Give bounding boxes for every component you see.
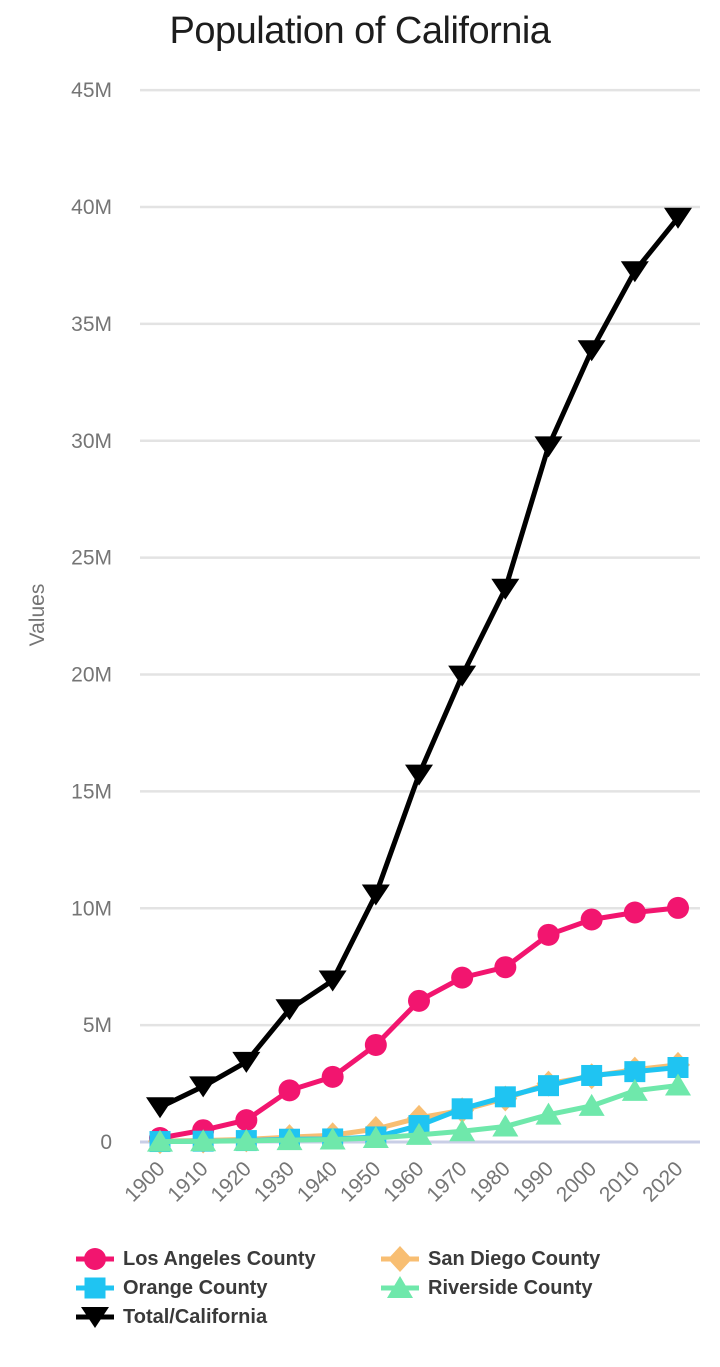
triangle-up-marker [387,1276,413,1298]
legend-label: San Diego County [428,1247,601,1270]
x-tick-label: 1960 [379,1157,428,1206]
y-tick-label: 45M [71,79,112,102]
square-marker [494,1086,516,1108]
triangle-down-marker [275,999,304,1021]
triangle-up-marker [665,1073,691,1096]
triangle-up-marker [190,1129,217,1152]
legend-column-1: Los Angeles County Orange County Total/Cal… [76,1246,316,1333]
triangle-up-marker [319,1127,346,1150]
triangle-down-marker [232,1051,261,1073]
gridlines [140,88,700,1144]
triangle-up-marker [406,1122,432,1145]
triangle-up-marker [535,1102,562,1125]
triangle-down-marker [405,764,433,786]
x-tick-label: 1980 [466,1157,515,1206]
triangle-up-marker [233,1128,260,1151]
x-tick-label: 1920 [207,1157,256,1206]
x-tick-label: 1900 [120,1157,169,1206]
diamond-legend-icon [381,1246,419,1272]
y-tick-label: 35M [71,313,112,336]
y-tick-label: 30M [71,430,112,453]
circle-marker [537,923,560,946]
legend-label: Riverside County [428,1276,593,1299]
triangle-down-legend-icon [76,1307,114,1328]
legend-item-los-angeles-county[interactable]: Los Angeles County [76,1246,316,1272]
legend-item-riverside-county[interactable]: Riverside County [381,1275,600,1301]
square-marker [538,1075,559,1097]
legend-label: Total/California [123,1305,268,1328]
y-tick-label: 5M [83,1014,112,1037]
triangle-down-marker [577,340,606,362]
legend-item-total-california[interactable]: Total/California [76,1304,316,1330]
circle-marker [623,901,646,924]
triangle-down-marker [146,1097,174,1119]
square-marker [581,1064,603,1086]
chart-legend: Los Angeles County Orange County Total/Cal… [0,1246,720,1356]
series-total-california [146,207,692,1119]
triangle-down-marker [491,578,520,600]
triangle-down-marker [448,665,477,687]
population-line-chart: 05M10M15M20M25M30M35M40M45M1900191019201… [26,79,700,1207]
circle-marker [580,908,603,931]
legend-label: Los Angeles County [123,1247,316,1270]
triangle-up-marker [147,1129,173,1152]
x-tick-label: 1940 [293,1157,342,1206]
triangle-down-marker [189,1076,218,1098]
y-tick-label: 15M [71,780,112,803]
triangle-down-marker [664,207,692,229]
circle-marker [235,1109,258,1132]
circle-marker [494,956,517,979]
series-line-total-california [157,215,681,1110]
circle-legend-icon [76,1248,114,1270]
triangle-down-marker [318,970,347,992]
triangle-down-marker [534,436,563,458]
square-marker [84,1277,106,1299]
y-tick-label: 40M [71,196,112,219]
triangle-down-marker [620,261,649,283]
triangle-up-marker [578,1093,605,1116]
diamond-marker [388,1246,412,1272]
y-axis-title: Values [26,584,49,647]
x-tick-label: 2010 [595,1157,644,1206]
triangle-down-marker [81,1307,109,1328]
triangle-up-marker [449,1119,476,1142]
y-axis-labels: 0 5M 10M 15M 20M 25M 30M 35M 40M 45M [71,79,112,1154]
y-tick-label: 20M [71,664,112,687]
x-axis-labels: 1900191019201930194019501960197019801990… [120,1157,687,1206]
triangle-down-marker [361,884,390,906]
y-tick-label: 25M [71,547,112,570]
triangle-up-marker [621,1078,648,1101]
square-marker [667,1057,689,1079]
legend-item-san-diego-county[interactable]: San Diego County [381,1246,600,1272]
x-tick-label: 1990 [509,1157,558,1206]
circle-marker [667,896,689,919]
circle-marker [84,1248,106,1270]
triangle-up-marker [492,1114,519,1137]
x-tick-label: 1950 [336,1157,385,1206]
circle-marker [321,1065,344,1088]
square-marker [624,1061,646,1083]
legend-label: Orange County [123,1276,268,1299]
triangle-up-marker [362,1126,389,1149]
legend-item-orange-county[interactable]: Orange County [76,1275,316,1301]
legend-column-2: San Diego County Riverside County [381,1246,600,1304]
circle-marker [408,989,430,1012]
x-tick-label: 1970 [422,1157,471,1206]
x-tick-label: 1930 [250,1157,299,1206]
square-legend-icon [76,1277,114,1299]
chart-title: Population of California [169,10,551,52]
series-riverside-county [147,1073,691,1152]
y-tick-label: 0 [100,1131,112,1154]
triangle-up-marker [276,1128,303,1151]
y-tick-label: 10M [71,897,112,920]
circle-marker [278,1079,301,1102]
square-marker [451,1098,473,1120]
x-tick-label: 2000 [552,1157,601,1206]
triangle-up-legend-icon [381,1276,419,1298]
circle-marker [451,966,474,989]
x-tick-label: 2020 [638,1157,687,1206]
x-tick-label: 1910 [163,1157,212,1206]
circle-marker [364,1033,387,1056]
